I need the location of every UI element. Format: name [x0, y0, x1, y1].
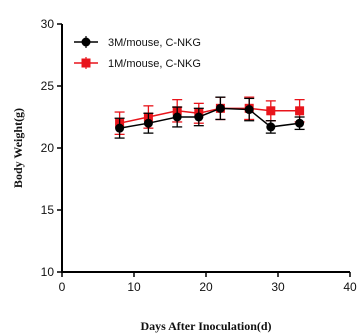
data-point [215, 103, 225, 113]
data-point [295, 118, 305, 128]
data-point [172, 112, 182, 122]
legend-marker [81, 58, 91, 68]
legend-label: 1M/mouse, C-NKG [108, 58, 201, 70]
legend-marker [81, 37, 91, 47]
y-tick-label: 10 [41, 265, 55, 279]
data-point [143, 118, 153, 128]
legend-entry: 1M/mouse, C-NKG [74, 57, 201, 70]
y-tick-label: 15 [41, 203, 55, 217]
series-layer [114, 96, 305, 139]
y-tick-label: 25 [41, 79, 55, 93]
x-tick-label: 0 [59, 280, 66, 294]
x-tick-label: 30 [271, 280, 285, 294]
legend-label: 3M/mouse, C-NKG [108, 37, 201, 49]
data-point [266, 122, 276, 132]
legend-entry: 3M/mouse, C-NKG [74, 36, 201, 49]
axes: 10 15 20 25 30 0 10 20 30 40 [41, 17, 357, 294]
y-tick-label: 20 [41, 141, 55, 155]
data-point [115, 123, 125, 133]
series [114, 96, 305, 136]
y-tick-label: 30 [41, 17, 55, 31]
x-tick-label: 10 [127, 280, 141, 294]
y-axis-label: Body Weight(g) [11, 108, 25, 188]
data-point [244, 105, 254, 115]
series-line [119, 107, 300, 129]
data-point [266, 106, 276, 116]
data-point [295, 106, 305, 116]
data-point [194, 112, 204, 122]
x-tick-label: 40 [343, 280, 357, 294]
x-axis-label: Days After Inoculation(d) [140, 319, 271, 333]
series [114, 96, 305, 139]
x-tick-label: 20 [199, 280, 213, 294]
legend: 3M/mouse, C-NKG 1M/mouse, C-NKG [74, 36, 201, 70]
